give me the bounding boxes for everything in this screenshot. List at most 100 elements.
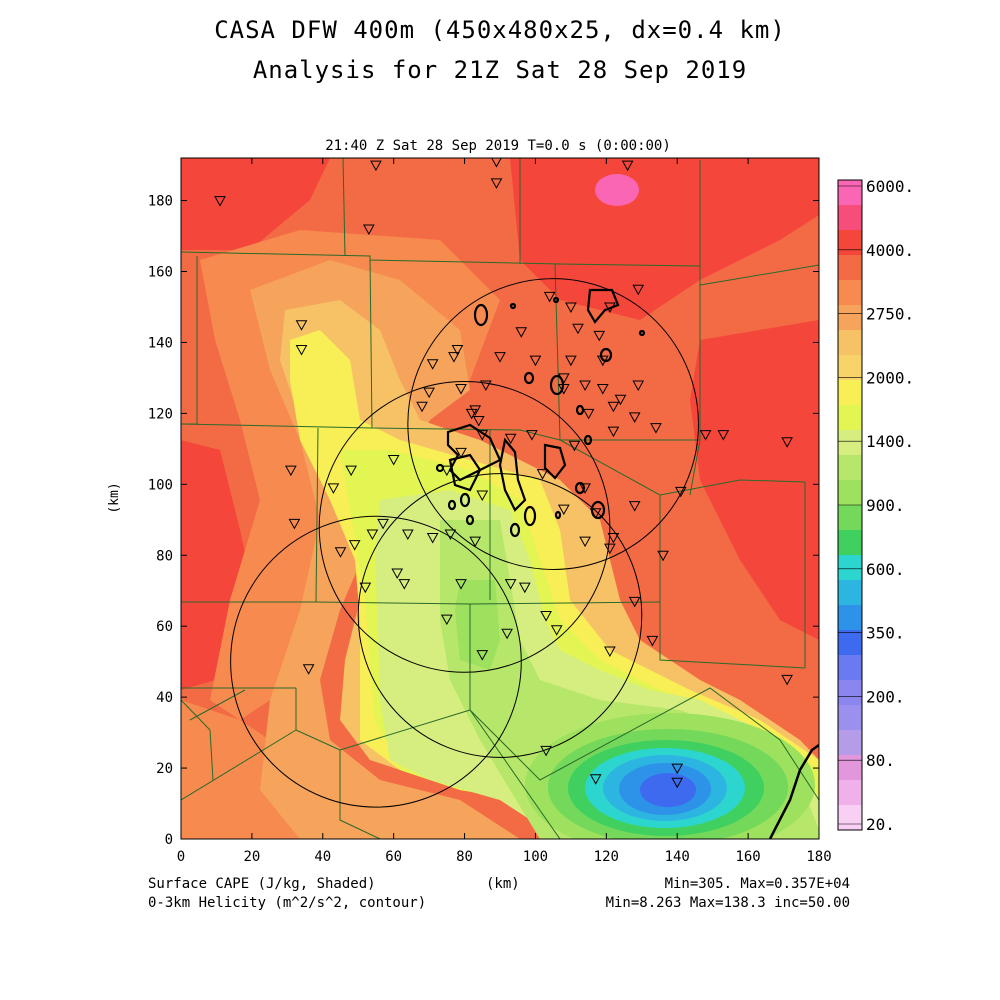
station-marker xyxy=(557,504,570,516)
y-tick-label: 140 xyxy=(148,335,173,351)
colorbar-swatch xyxy=(838,505,862,531)
colorbar-swatch xyxy=(838,280,862,306)
x-tick-label: 60 xyxy=(385,849,402,865)
station-marker xyxy=(557,373,570,384)
x-tick-label: 180 xyxy=(806,849,831,865)
colorbar-label: 600. xyxy=(866,560,905,579)
station-marker xyxy=(359,582,372,594)
station-marker xyxy=(345,465,357,477)
colorbar-label: 350. xyxy=(866,624,905,643)
y-tick-label: 120 xyxy=(148,406,173,422)
colorbar-label: 80. xyxy=(866,751,895,770)
station-marker xyxy=(589,508,602,519)
station-marker xyxy=(398,579,411,590)
station-marker xyxy=(674,486,687,498)
station-marker xyxy=(607,533,620,544)
station-marker xyxy=(565,355,577,367)
y-tick-label: 160 xyxy=(148,265,173,281)
colorbar-label: 1400. xyxy=(866,432,914,451)
station-marker xyxy=(288,518,301,530)
footer-field-label: Surface CAPE (J/kg, Shaded) xyxy=(148,876,376,892)
station-marker xyxy=(579,380,591,392)
station-marker xyxy=(448,352,460,363)
radar-ring xyxy=(318,380,611,673)
colorbar-label: 900. xyxy=(866,496,905,515)
colorbar-label: 200. xyxy=(866,687,905,706)
station-marker xyxy=(540,745,552,757)
cape-shaded-field xyxy=(181,158,819,839)
colorbar-swatch xyxy=(838,755,862,781)
station-marker xyxy=(426,533,439,544)
station-marker xyxy=(455,384,467,395)
y-axis: 0 20 40 60 80 100 120 140 160 180 xyxy=(148,194,819,848)
station-marker xyxy=(518,582,531,594)
x-tick-label: 120 xyxy=(594,849,619,865)
colorbar-swatch xyxy=(838,405,862,431)
footer-helicity-range: Min=8.263 Max=138.3 inc=50.00 xyxy=(605,895,850,911)
station-marker xyxy=(650,423,662,434)
station-marker xyxy=(657,550,669,562)
station-marker xyxy=(455,447,467,459)
chart-title-line2: Analysis for 21Z Sat 28 Sep 2019 xyxy=(252,56,748,84)
station-marker xyxy=(426,359,439,370)
x-tick-label: 100 xyxy=(523,849,548,865)
colorbar-label: 4000. xyxy=(866,241,914,260)
station-marker xyxy=(494,352,506,363)
footer-cape-range: Min=305. Max=0.357E+04 xyxy=(664,876,850,892)
station-marker xyxy=(455,579,467,590)
radar-ring xyxy=(230,515,522,808)
station-marker xyxy=(391,568,404,580)
station-marker xyxy=(327,483,340,494)
colorbar-swatch xyxy=(838,180,862,206)
station-marker xyxy=(377,518,389,530)
station-marker xyxy=(589,774,602,785)
colorbar-label: 20. xyxy=(866,815,895,834)
station-marker xyxy=(632,284,645,296)
station-marker xyxy=(632,380,645,392)
station-marker xyxy=(614,394,627,406)
y-tick-label: 40 xyxy=(156,690,173,706)
station-marker xyxy=(628,412,641,423)
station-marker xyxy=(579,483,591,494)
station-marker xyxy=(596,355,609,367)
colorbar-swatch xyxy=(838,230,862,256)
station-marker xyxy=(579,536,591,548)
station-marker xyxy=(526,430,538,441)
station-marker xyxy=(214,196,226,207)
y-tick-label: 180 xyxy=(148,194,173,210)
station-marker xyxy=(387,454,400,466)
station-marker xyxy=(479,380,492,392)
station-marker xyxy=(543,291,556,303)
station-marker xyxy=(423,387,435,399)
cape-pink-blob xyxy=(595,174,639,206)
station-marker xyxy=(621,160,634,172)
station-marker xyxy=(628,596,641,608)
colorbar-swatch xyxy=(838,805,862,831)
cape-region-blue2 xyxy=(640,773,696,807)
colorbar-swatch xyxy=(838,255,862,281)
station-marker xyxy=(295,320,308,331)
station-marker xyxy=(444,529,457,540)
colorbar-swatch xyxy=(838,205,862,231)
colorbar-label: 2750. xyxy=(866,305,914,324)
station-marker xyxy=(370,160,382,172)
station-marker xyxy=(565,302,577,313)
station-marker xyxy=(536,469,549,480)
y-tick-label: 100 xyxy=(148,477,173,493)
helicity-contours xyxy=(435,288,646,538)
x-tick-label: 80 xyxy=(456,849,473,865)
colorbar-swatch xyxy=(838,355,862,381)
station-marker xyxy=(469,405,482,416)
station-marker xyxy=(440,614,453,626)
station-marker xyxy=(285,465,297,477)
station-marker xyxy=(302,664,315,675)
station-marker xyxy=(568,440,581,452)
y-axis-label: (km) xyxy=(107,482,122,513)
station-marker xyxy=(366,529,379,540)
station-marker xyxy=(593,330,606,342)
y-tick-label: 20 xyxy=(156,761,173,777)
colorbar-swatch xyxy=(838,330,862,356)
colorbar-swatch xyxy=(838,555,862,581)
station-marker xyxy=(671,763,684,775)
station-marker xyxy=(646,635,659,647)
